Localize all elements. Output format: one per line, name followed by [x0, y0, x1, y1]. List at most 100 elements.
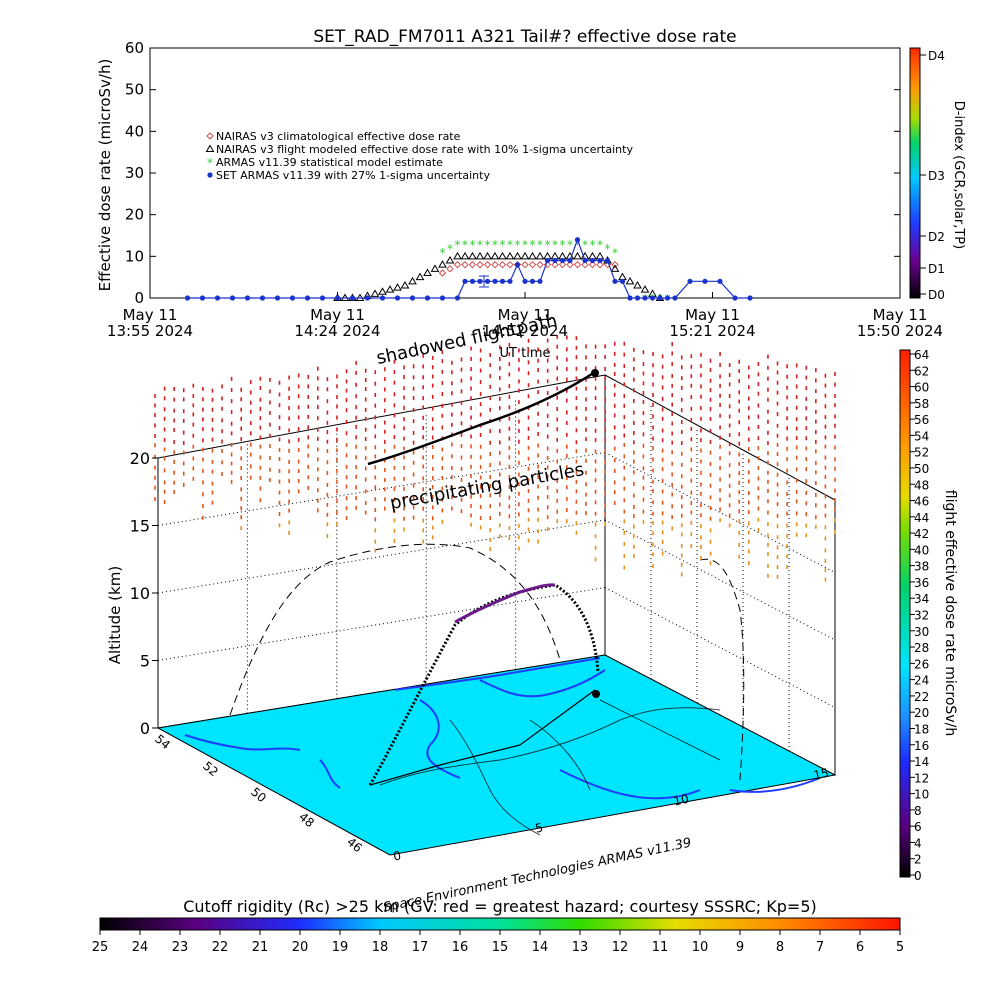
triangle-point — [445, 256, 455, 264]
dot-point — [229, 295, 236, 301]
dot-point — [319, 295, 326, 301]
rigidity-tick-label: 17 — [412, 940, 429, 955]
dot-point — [439, 295, 446, 301]
dot-point — [499, 278, 506, 284]
dot-point — [747, 295, 753, 301]
dot-point — [672, 295, 678, 301]
legend-entry: SET ARMAS v11.39 with 27% 1-sigma uncert… — [216, 169, 490, 182]
y-tick-label: 30 — [125, 164, 144, 182]
dose-colorbar-tick-label: 46 — [914, 495, 929, 509]
floor-x-tick-label: 15 — [812, 766, 830, 783]
dose-colorbar-tick-label: 14 — [914, 755, 929, 769]
side-wall-grid-line — [604, 519, 836, 641]
rigidity-colorbar — [99, 917, 901, 931]
diamond-point — [603, 260, 612, 269]
triangle-point — [430, 264, 440, 272]
dose-colorbar-tick-label: 42 — [914, 527, 929, 541]
diamond-point — [498, 260, 507, 269]
dose-colorbar-tick-label: 58 — [914, 397, 929, 411]
altitude-tick-label: 15 — [130, 517, 150, 536]
flight-path-cruise-segment — [454, 583, 556, 624]
asterisk-point: * — [470, 238, 476, 252]
dose-colorbar-tick-label: 60 — [914, 381, 929, 395]
x-tick-label-line1: May 11 — [498, 306, 553, 324]
altitude-tick-label: 20 — [130, 449, 150, 468]
floor-x-tick-label: 0 — [392, 848, 402, 863]
dot-point — [477, 278, 483, 284]
dot-point — [642, 295, 648, 301]
dose-colorbar-tick-label: 54 — [914, 429, 929, 443]
dose-colorbar-tick-label: 64 — [914, 348, 929, 362]
asterisk-point: * — [500, 238, 506, 252]
dose-colorbar-tick-label: 40 — [914, 543, 929, 557]
legend-entry: ARMAS v11.39 statistical model estimate — [216, 156, 443, 169]
asterisk-point: * — [537, 238, 543, 252]
x-tick-label-line2: 13:55 2024 — [107, 322, 193, 340]
dot-point — [492, 278, 498, 284]
d-index-tick-label: D0 — [928, 288, 945, 302]
dot-point — [702, 278, 708, 284]
rigidity-tick-label: 10 — [692, 940, 709, 955]
rigidity-tick-label: 8 — [776, 940, 784, 955]
series-asterisk: **************************** — [440, 238, 671, 306]
dose-colorbar-tick-label: 48 — [914, 478, 929, 492]
dose-colorbar-tick-label: 16 — [914, 739, 929, 753]
diamond-point — [438, 269, 447, 277]
floor-x-tick-label: 10 — [672, 792, 690, 809]
triangle-point — [453, 251, 462, 260]
y-tick-label: 20 — [125, 206, 144, 224]
dot-point — [574, 237, 581, 243]
shadow-profile-side — [699, 558, 745, 781]
rigidity-tick-label: 15 — [492, 940, 509, 955]
triangle-point — [475, 251, 485, 260]
dot-point — [634, 295, 641, 301]
triangle-point — [393, 283, 402, 291]
asterisk-point: * — [522, 238, 528, 252]
asterisk-point: * — [530, 238, 536, 252]
asterisk-point: * — [492, 238, 498, 252]
triangle-point — [370, 289, 380, 297]
altitude-tick-label: 5 — [140, 652, 150, 671]
dose-colorbar-tick-label: 28 — [914, 641, 929, 655]
asterisk-point: * — [507, 238, 513, 252]
dot-point — [687, 278, 693, 284]
rigidity-tick-label: 19 — [332, 940, 349, 955]
asterisk-point: * — [612, 246, 618, 260]
dot-point — [717, 278, 723, 284]
diamond-point — [566, 260, 574, 269]
coastlines — [184, 657, 821, 800]
triangle-point — [625, 276, 635, 285]
floor-y-tick-label: 52 — [200, 759, 221, 780]
shadowed-flight-path — [367, 370, 596, 466]
asterisk-point: * — [515, 238, 521, 252]
dot-point — [544, 257, 551, 264]
asterisk-point: * — [207, 156, 213, 170]
diamond-point — [558, 260, 567, 269]
dot-point — [627, 295, 633, 301]
dot-point — [199, 295, 206, 301]
diamond-point — [453, 260, 462, 269]
triangle-point — [423, 268, 432, 276]
diamond-point — [206, 132, 214, 140]
dose-colorbar-tick-label: 36 — [914, 576, 929, 590]
dot-point — [559, 257, 566, 264]
dot-point — [214, 295, 221, 301]
triangle-point — [610, 264, 620, 272]
y-tick-label: 60 — [125, 39, 144, 57]
asterisk-point: * — [455, 238, 461, 252]
dot-point — [364, 295, 371, 301]
rigidity-tick-label: 24 — [132, 940, 149, 955]
asterisk-point: * — [440, 246, 446, 260]
diamond-point — [461, 260, 469, 269]
rigidity-tick-label: 16 — [452, 940, 469, 955]
d-index-tick-label: D4 — [928, 49, 945, 63]
asterisk-point: * — [582, 238, 588, 252]
diamond-point — [468, 260, 477, 269]
dot-point — [184, 295, 191, 301]
dot-point — [597, 257, 603, 264]
asterisk-point: * — [545, 238, 551, 252]
diamond-point — [596, 260, 604, 269]
flight-path — [368, 583, 600, 786]
asterisk-point: * — [552, 238, 558, 252]
